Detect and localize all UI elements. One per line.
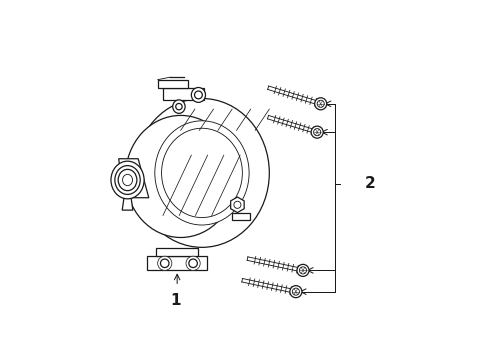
Circle shape bbox=[289, 285, 301, 298]
Circle shape bbox=[233, 201, 241, 208]
Polygon shape bbox=[147, 256, 207, 270]
Ellipse shape bbox=[125, 116, 235, 238]
Circle shape bbox=[296, 264, 308, 276]
Polygon shape bbox=[230, 197, 244, 213]
Polygon shape bbox=[122, 198, 133, 210]
Circle shape bbox=[310, 126, 323, 138]
Polygon shape bbox=[157, 80, 187, 88]
Polygon shape bbox=[119, 159, 148, 198]
Ellipse shape bbox=[118, 169, 137, 191]
Circle shape bbox=[185, 256, 200, 270]
Circle shape bbox=[292, 288, 299, 295]
Circle shape bbox=[313, 129, 320, 136]
Text: 1: 1 bbox=[170, 293, 180, 309]
Ellipse shape bbox=[191, 87, 205, 102]
Ellipse shape bbox=[115, 166, 140, 194]
Polygon shape bbox=[163, 88, 203, 100]
Circle shape bbox=[299, 267, 306, 274]
Ellipse shape bbox=[155, 121, 248, 225]
Polygon shape bbox=[232, 213, 249, 220]
Circle shape bbox=[314, 98, 326, 110]
Text: 2: 2 bbox=[364, 176, 375, 191]
Circle shape bbox=[175, 103, 182, 110]
Circle shape bbox=[194, 91, 202, 99]
Ellipse shape bbox=[134, 99, 269, 247]
Ellipse shape bbox=[111, 161, 144, 199]
Polygon shape bbox=[156, 248, 198, 256]
Circle shape bbox=[188, 259, 197, 267]
Ellipse shape bbox=[122, 174, 132, 186]
Ellipse shape bbox=[161, 128, 242, 217]
Circle shape bbox=[160, 259, 169, 267]
Circle shape bbox=[317, 100, 324, 107]
Ellipse shape bbox=[172, 100, 185, 113]
Circle shape bbox=[157, 256, 171, 270]
